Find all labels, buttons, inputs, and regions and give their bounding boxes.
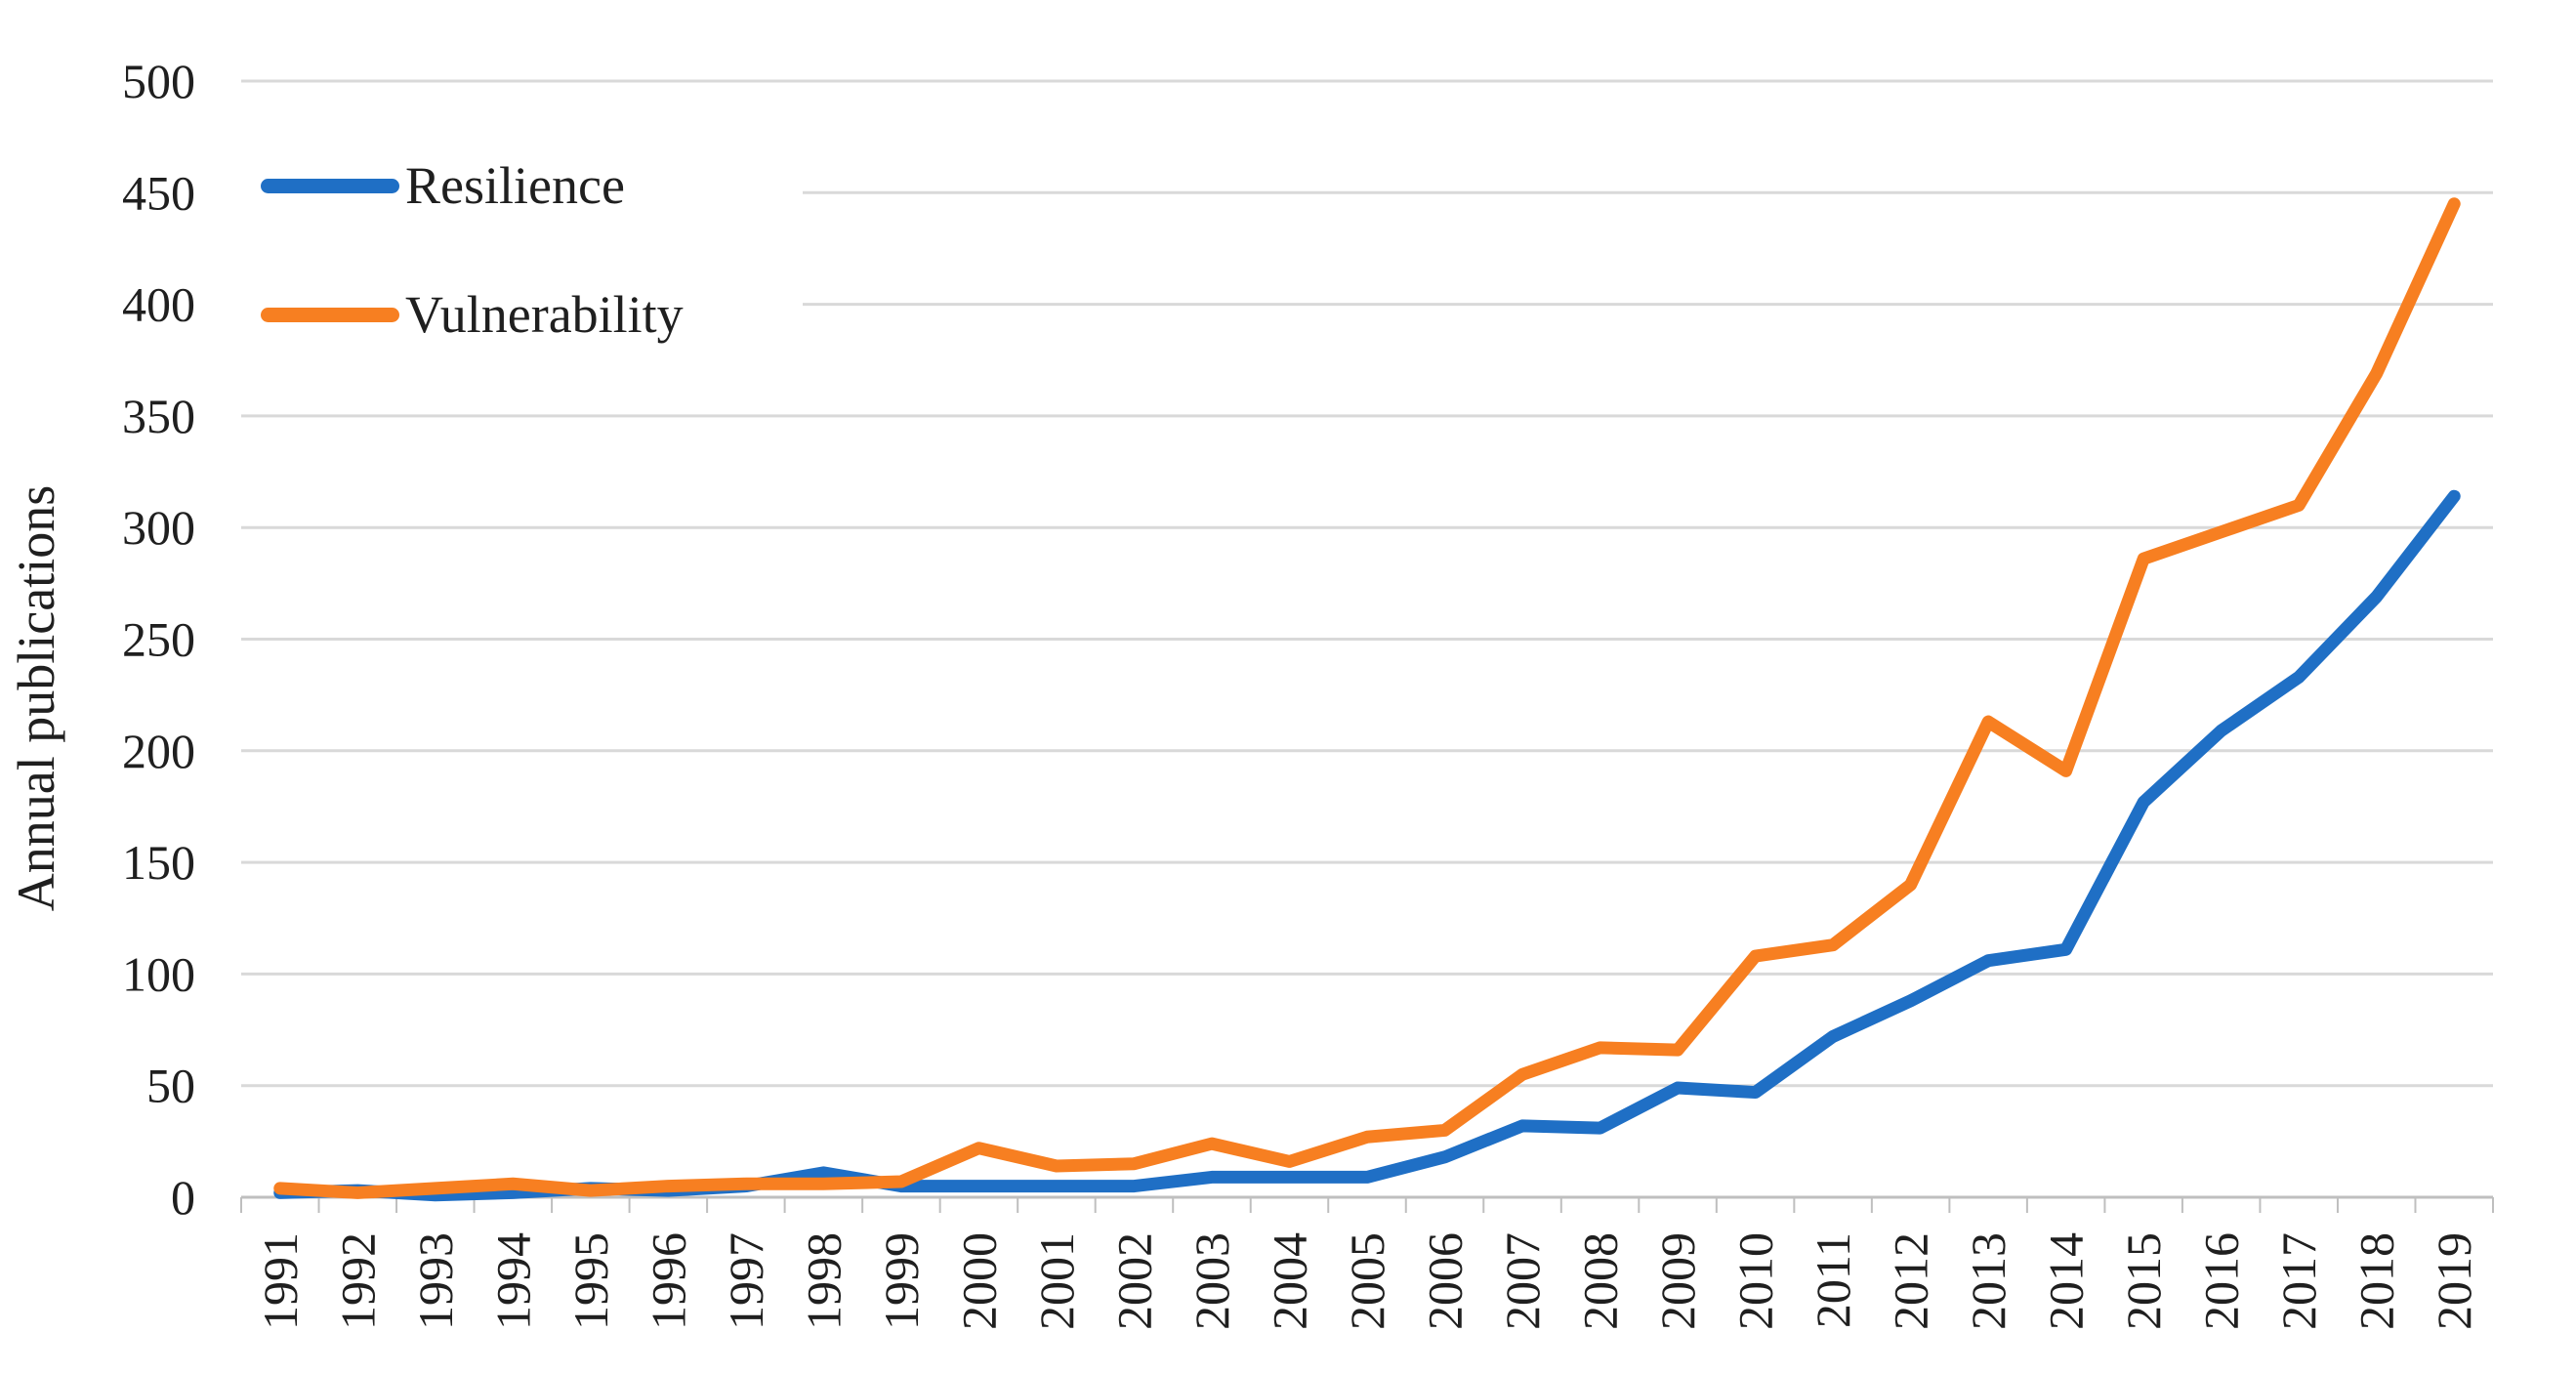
x-tick-label: 1998	[796, 1232, 851, 1330]
x-tick-label: 2008	[1573, 1232, 1628, 1330]
y-axis-title: Annual publications	[7, 485, 65, 911]
x-tick-label: 2013	[1961, 1232, 2015, 1330]
x-tick-label: 1996	[641, 1232, 695, 1330]
x-tick-label: 2014	[2039, 1232, 2094, 1330]
x-tick-label: 1992	[330, 1232, 385, 1330]
y-tick-label: 200	[122, 724, 195, 778]
x-tick-label: 2005	[1340, 1232, 1394, 1330]
x-tick-label: 1991	[253, 1232, 308, 1330]
x-tick-label: 1999	[874, 1232, 929, 1330]
legend-label-vulnerability: Vulnerability	[405, 285, 684, 344]
y-tick-label: 500	[122, 54, 195, 108]
y-tick-label: 450	[122, 165, 195, 220]
y-tick-label: 300	[122, 500, 195, 555]
x-tick-label: 1997	[719, 1232, 773, 1330]
x-tick-label: 2009	[1650, 1232, 1705, 1330]
x-tick-label: 1993	[408, 1232, 463, 1330]
x-tick-label: 2019	[2427, 1232, 2481, 1330]
x-tick-label: 2017	[2271, 1232, 2326, 1330]
x-tick-label: 2010	[1728, 1232, 1783, 1330]
y-tick-label: 50	[146, 1059, 195, 1113]
x-tick-label: 2011	[1806, 1232, 1860, 1328]
series-line-vulnerability	[273, 197, 2461, 1199]
x-tick-label: 2006	[1418, 1232, 1473, 1330]
x-tick-label: 2002	[1106, 1232, 1161, 1330]
x-tick-label: 2000	[951, 1232, 1006, 1330]
y-tick-label: 350	[122, 389, 195, 443]
chart-legend: Resilience Vulnerability	[241, 146, 803, 393]
legend-item-resilience: Resilience	[261, 156, 625, 215]
x-tick-label: 1994	[485, 1232, 540, 1330]
x-tick-label: 2016	[2194, 1232, 2249, 1330]
x-tick-label: 1995	[563, 1232, 618, 1330]
y-tick-label: 150	[122, 835, 195, 890]
x-tick-label: 2018	[2349, 1232, 2404, 1330]
x-tick-label: 2012	[1884, 1232, 1938, 1330]
x-tick-label: 2007	[1495, 1232, 1550, 1330]
resilience-line-swatch	[261, 178, 399, 193]
legend-item-vulnerability: Vulnerability	[261, 285, 684, 344]
x-tick-label: 2004	[1262, 1232, 1316, 1330]
legend-label-resilience: Resilience	[405, 156, 625, 215]
y-tick-label: 100	[122, 946, 195, 1001]
y-tick-label: 0	[171, 1170, 195, 1225]
y-tick-label: 250	[122, 612, 195, 667]
x-tick-label: 2003	[1184, 1232, 1239, 1330]
vulnerability-line-swatch	[261, 307, 399, 322]
x-tick-label: 2001	[1029, 1232, 1084, 1330]
x-tick-label: 2015	[2116, 1232, 2171, 1330]
y-tick-label: 400	[122, 277, 195, 332]
